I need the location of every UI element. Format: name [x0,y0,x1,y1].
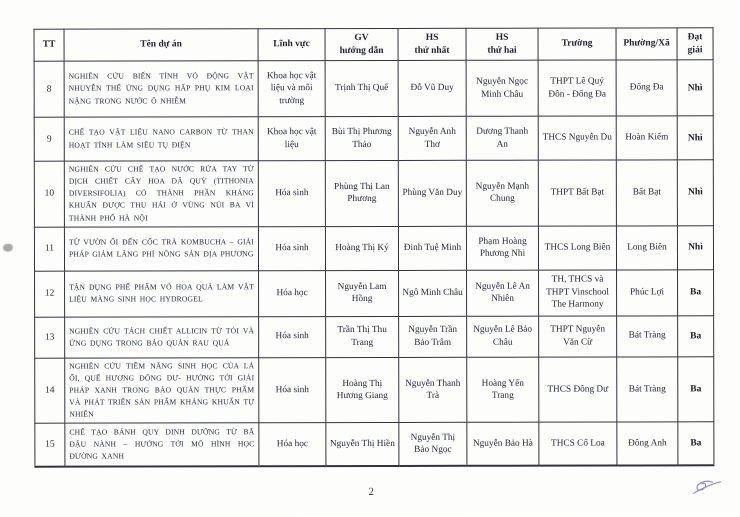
cell-linh-vuc: Hóa sinh [258,316,326,358]
cell-hs-thu-nhat: Nguyễn Anh Thơ [398,116,467,161]
cell-ten-du-an: NGHIÊN CỨU TIỀM NĂNG SINH HỌC CỦA LÁ ỔI,… [64,357,259,424]
cell-dat-giai: Ba [677,269,714,316]
cell-gv-huong-dan: Trịnh Thị Quế [325,60,399,117]
cell-gv-huong-dan: Nguyễn Lam Hồng [325,270,399,317]
cell-linh-vuc: Hóa sinh [258,357,326,424]
cell-linh-vuc: Khoa học vật liệu [258,116,326,161]
col-header-tt: TT [34,29,65,62]
cell-hs-thu-hai: Dương Thanh An [466,116,539,161]
cell-hs-thu-nhat: Phùng Văn Duy [398,160,467,227]
table-row: 12 TẬN DỤNG PHẾ PHẨM VỎ HOA QUẢ LÀM VẬT … [34,269,714,317]
cell-truong: THPT Lê Quý Đôn - Đống Đa [538,59,617,117]
cell-phuong-xa: Bát Tràng [616,356,678,423]
cell-linh-vuc: Hóa học [258,422,326,467]
cell-phuong-xa: Hoàn Kiếm [616,115,678,160]
cell-truong: THPT Nguyễn Văn Cừ [538,315,617,357]
cell-phuong-xa: Long Biên [616,225,678,270]
cell-truong: THCS Cổ Loa [538,422,617,466]
col-header-hs-thu-nhat: HS thứ nhất [398,28,467,61]
cell-hs-thu-nhat: Nguyễn Trần Bảo Trâm [398,316,467,358]
cell-gv-huong-dan: Hoàng Thị Ký [325,226,399,271]
results-table: TT Tên dự án Lĩnh vực GV hướng dẫn HS th… [33,27,715,468]
table-row: 10 NGHIÊN CỨU CHẾ TẠO NƯỚC RỬA TAY TỪ DỊ… [34,159,714,227]
table-row: 14 NGHIÊN CỨU TIỀM NĂNG SINH HỌC CỦA LÁ … [34,356,714,424]
cell-dat-giai: Nhì [677,159,714,226]
cell-phuong-xa: Bất Bạt [616,159,678,226]
cell-tt: 13 [34,316,65,358]
cell-tt: 14 [34,357,65,424]
cell-hs-thu-hai: Nguyễn Bảo Hà [466,422,539,466]
table-row: 9 CHẾ TẠO VẬT LIỆU NANO CARBON TỪ THAN H… [34,115,714,162]
cell-ten-du-an: NGHIÊN CỨU BIẾN TÍNH VỎ ĐỘNG VẬT NHUYỄN … [64,60,259,118]
cell-ten-du-an: NGHIÊN CỨU TÁCH CHIẾT ALLICIN TỪ TỎI VÀ … [64,316,259,358]
cell-dat-giai: Nhì [677,59,714,116]
cell-dat-giai: Nhì [677,225,714,270]
cell-phuong-xa: Đống Đa [616,59,678,116]
col-header-gv-huong-dan: GV hướng dẫn [325,28,399,61]
cell-phuong-xa: Đông Anh [616,422,678,466]
cell-tt: 12 [34,270,65,317]
cell-hs-thu-nhat: Ngô Minh Châu [398,270,467,317]
cell-ten-du-an: CHẾ TẠO BÁNH QUY DINH DƯỠNG TỪ BÃ ĐẬU NÀ… [64,423,259,467]
cell-gv-huong-dan: Phùng Thị Lan Phương [325,160,399,227]
table-row: 11 TỪ VƯỜN ỔI ĐẾN CỐC TRÀ KOMBUCHA – GIẢ… [34,225,714,271]
table-row: 13 NGHIÊN CỨU TÁCH CHIẾT ALLICIN TỪ TỎI … [34,315,714,358]
cell-hs-thu-hai: Hoàng Yến Trang [466,356,539,423]
cell-gv-huong-dan: Trần Thị Thu Trang [325,316,399,358]
cell-linh-vuc: Khoa học vật liệu và môi trường [258,60,326,117]
col-header-truong: Trường [538,27,617,61]
cell-hs-thu-hai: Nguyễn Ngọc Minh Châu [466,60,539,117]
cell-linh-vuc: Hóa học [258,270,326,317]
cell-dat-giai: Nhì [677,115,714,160]
cell-truong: THCS Long Biên [538,225,617,270]
col-header-phuong-xa: Phường/Xã [616,27,678,60]
cell-dat-giai: Ba [677,315,714,357]
cell-dat-giai: Ba [677,356,714,423]
cell-truong: THPT Bất Bạt [538,159,617,226]
cell-ten-du-an: CHẾ TẠO VẬT LIỆU NANO CARBON TỪ THAN HOẠ… [64,116,259,162]
cell-ten-du-an: TẬN DỤNG PHẾ PHẨM VỎ HOA QUẢ LÀM VẬT LIỆ… [64,270,259,317]
cell-hs-thu-nhat: Nguyễn Thị Bảo Ngọc [398,422,467,466]
cell-hs-thu-nhat: Đỗ Vũ Duy [398,60,467,117]
cell-gv-huong-dan: Hoàng Thị Hương Giang [325,357,399,423]
cell-truong: THCS Đông Dư [538,356,617,423]
cell-gv-huong-dan: Bùi Thị Phương Thảo [325,116,399,161]
cell-gv-huong-dan: Nguyễn Thị Hiền [325,422,399,466]
cell-hs-thu-nhat: Nguyễn Thanh Trà [398,357,467,423]
cell-hs-thu-hai: Nguyễn Mạnh Chung [466,160,539,227]
col-header-hs-thu-hai: HS thứ hai [466,28,539,61]
signature-mark [692,480,722,494]
col-header-ten-du-an: Tên dự án [64,28,259,62]
col-header-linh-vuc: Lĩnh vực [258,28,326,61]
cell-linh-vuc: Hóa sinh [258,226,326,271]
cell-truong: TH, THCS và THPT Vinschool The Harmony [538,269,617,316]
cell-tt: 9 [34,117,65,162]
table-row: 15 CHẾ TẠO BÁNH QUY DINH DƯỠNG TỪ BÃ ĐẬU… [34,422,714,467]
cell-hs-thu-hai: Phạm Hoàng Phương Nhi [466,225,539,271]
cell-hs-thu-hai: Nguyễn Lê An Nhiên [466,269,539,317]
table-row: 8 NGHIÊN CỨU BIẾN TÍNH VỎ ĐỘNG VẬT NHUYỄ… [34,59,714,118]
cell-tt: 11 [34,226,65,271]
cell-phuong-xa: Bát Tràng [616,315,678,357]
cell-dat-giai: Ba [677,422,714,466]
cell-tt: 10 [34,161,65,227]
cell-linh-vuc: Hóa sinh [258,160,326,227]
cell-truong: THCS Nguyễn Du [538,115,617,161]
table-header-row: TT Tên dự án Lĩnh vực GV hướng dẫn HS th… [34,27,714,62]
page-number: 2 [368,485,375,499]
cell-hs-thu-hai: Nguyễn Lê Bảo Châu [466,315,539,358]
cell-tt: 8 [34,61,65,118]
cell-hs-thu-nhat: Đinh Tuệ Minh [398,226,467,271]
cell-tt: 15 [34,423,65,467]
col-header-dat-giai: Đạt giải [677,27,714,60]
scan-smudge [2,243,13,252]
cell-phuong-xa: Phúc Lợi [616,269,678,316]
cell-ten-du-an: NGHIÊN CỨU CHẾ TẠO NƯỚC RỬA TAY TỪ DỊCH … [64,160,259,227]
cell-ten-du-an: TỪ VƯỜN ỔI ĐẾN CỐC TRÀ KOMBUCHA – GIẢI P… [64,226,259,271]
